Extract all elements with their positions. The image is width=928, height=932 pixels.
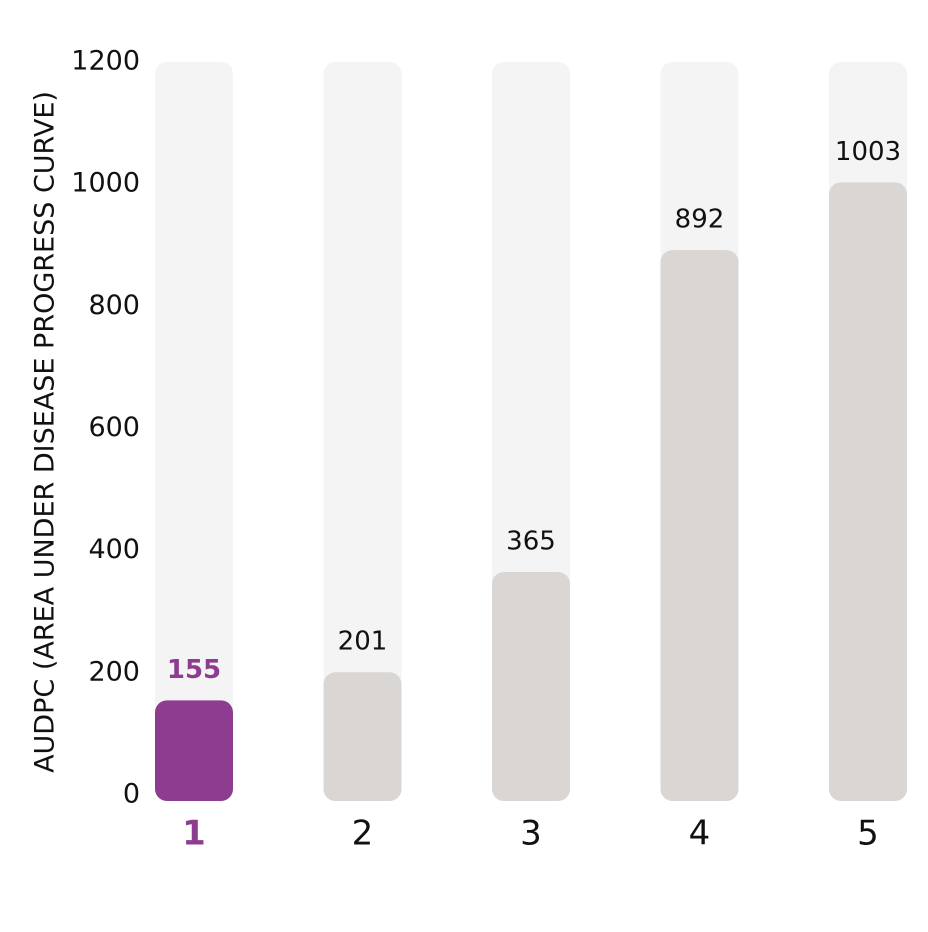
value-label: 1003 [835, 137, 901, 167]
y-tick-label: 800 [88, 290, 140, 321]
x-tick-label: 3 [520, 814, 542, 854]
y-tick-label: 600 [88, 412, 140, 443]
y-axis-label: AUDPC (AREA UNDER DISEASE PROGRESS CURVE… [30, 91, 61, 773]
value-label: 155 [167, 655, 221, 685]
x-tick-label: 2 [352, 814, 374, 854]
y-tick-label: 200 [88, 656, 140, 687]
bar-track [155, 62, 233, 801]
x-tick-label: 5 [857, 814, 879, 854]
value-label: 365 [506, 527, 556, 557]
y-tick-label: 1200 [71, 46, 140, 77]
bar [660, 250, 739, 802]
value-label: 892 [675, 205, 725, 235]
bar [829, 182, 907, 801]
bar [492, 572, 570, 801]
x-tick-label: 1 [182, 814, 206, 854]
y-tick-label: 0 [123, 779, 140, 810]
x-tick-label: 4 [689, 814, 711, 854]
value-label: 201 [338, 627, 388, 657]
y-tick-label: 400 [88, 534, 140, 565]
bar [323, 672, 402, 801]
bar [155, 700, 233, 801]
bar-track [323, 62, 402, 801]
y-tick-label: 1000 [71, 168, 140, 199]
